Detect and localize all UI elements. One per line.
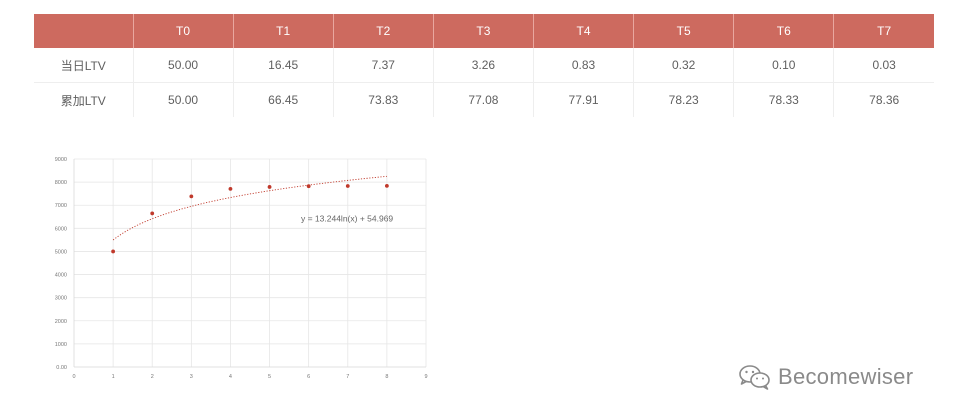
y-tick-label: 0.00 [56, 365, 67, 371]
x-tick-label: 0 [72, 374, 75, 380]
header-cell-t7: T7 [833, 14, 934, 48]
data-point [228, 186, 233, 191]
table-cell: 50.00 [132, 48, 234, 83]
x-tick-label: 5 [268, 374, 271, 380]
x-tick-label: 9 [424, 374, 427, 380]
watermark-text: Becomewiser [778, 364, 914, 389]
ltv-scatter-chart: 0.00 1000 2000 3000 4000 5000 6000 7000 8000 9000… [55, 157, 428, 380]
table-row-cumulative-ltv: 累加LTV 50.00 66.45 73.83 77.08 77.91 78.2… [34, 82, 934, 117]
y-tick-label: 2000 [55, 319, 67, 325]
x-tick-label: 2 [151, 374, 154, 380]
chart-points [111, 184, 389, 254]
x-tick-label: 6 [307, 374, 310, 380]
header-cell-t2: T2 [332, 14, 434, 48]
table-cell: 78.36 [833, 82, 934, 117]
table-cell: 0.10 [733, 48, 834, 83]
x-tick-label: 8 [385, 374, 388, 380]
table-cell: 16.45 [232, 48, 334, 83]
table-cell: 66.45 [232, 82, 334, 117]
data-point [150, 211, 155, 216]
chart-trendline-layer [112, 175, 387, 241]
x-tick-label: 7 [346, 374, 349, 380]
header-cell-t4: T4 [532, 14, 634, 48]
trendline [112, 175, 387, 241]
row-label: 当日LTV [34, 48, 133, 83]
data-point [306, 184, 311, 189]
table-cell: 73.83 [332, 82, 434, 117]
x-tick-label: 4 [229, 374, 232, 380]
data-point [267, 185, 272, 189]
header-cell-t1: T1 [232, 14, 334, 48]
data-point [384, 184, 389, 188]
table-cell: 78.23 [633, 82, 734, 117]
data-point [345, 184, 350, 188]
y-tick-label: 9000 [55, 157, 67, 163]
table-cell: 0.83 [532, 48, 634, 83]
table-header-row: T0 T1 T2 T3 T4 T5 T6 T7 [34, 14, 934, 48]
header-cell-t6: T6 [733, 14, 834, 48]
trendline-equation-label: y = 13.244ln(x) + 54.969 [301, 214, 393, 224]
y-tick-label: 5000 [55, 249, 67, 255]
table-row-daily-ltv: 当日LTV 50.00 16.45 7.37 3.26 0.83 0.32 0.… [34, 48, 934, 83]
y-tick-label: 3000 [55, 296, 67, 302]
x-tick-label: 1 [112, 374, 115, 380]
table-cell: 77.91 [532, 82, 634, 117]
wechat-icon [739, 365, 770, 390]
table-cell: 3.26 [432, 48, 534, 83]
table-cell: 78.33 [733, 82, 834, 117]
ltv-table: T0 T1 T2 T3 T4 T5 T6 T7 当日LTV 50.00 16.4… [34, 14, 934, 117]
table-cell: 0.03 [833, 48, 934, 83]
header-cell-t3: T3 [432, 14, 534, 48]
data-point [189, 194, 194, 199]
watermark: Becomewiser [738, 362, 913, 392]
chart-axes: 0.00 1000 2000 3000 4000 5000 6000 7000 8000 9000… [55, 157, 428, 380]
table-cell: 77.08 [432, 82, 534, 117]
table-cell: 50.00 [132, 82, 234, 117]
y-tick-label: 1000 [55, 342, 67, 348]
chart-grid [74, 158, 427, 367]
table-cell: 7.37 [332, 48, 434, 83]
y-tick-label: 4000 [55, 273, 67, 279]
table-cell: 0.32 [633, 48, 734, 83]
y-tick-label: 8000 [55, 180, 67, 186]
y-tick-label: 6000 [55, 226, 67, 232]
y-tick-label: 7000 [55, 203, 67, 209]
data-point [111, 249, 116, 254]
header-cell-t0: T0 [132, 14, 234, 48]
header-cell-corner [34, 14, 133, 48]
row-label: 累加LTV [60, 93, 106, 108]
x-tick-label: 3 [190, 374, 193, 380]
header-cell-t5: T5 [633, 14, 734, 48]
